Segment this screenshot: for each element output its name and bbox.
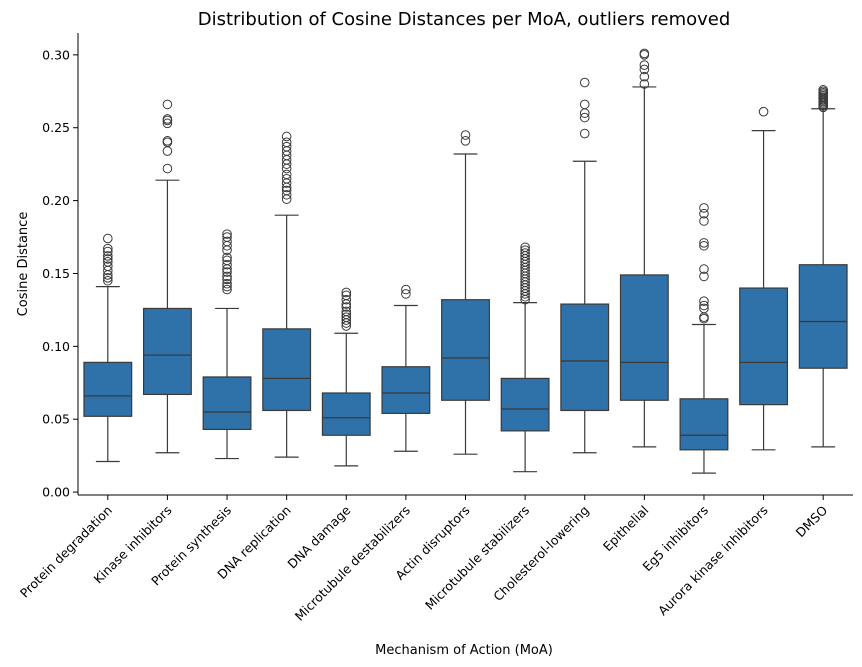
- outlier-point: [639, 48, 650, 59]
- outlier-point: [222, 232, 232, 242]
- outlier-point: [699, 203, 709, 213]
- outlier-point: [699, 238, 709, 248]
- outlier-point: [103, 251, 113, 261]
- outlier-point: [699, 216, 709, 226]
- outlier-point: [460, 130, 471, 140]
- outlier-point: [520, 245, 530, 255]
- y-tick-label: 0.00: [42, 485, 70, 500]
- x-tick-label: DMSO: [793, 502, 831, 540]
- box: [798, 264, 848, 369]
- outlier-point: [162, 136, 173, 146]
- outlier-point: [341, 287, 352, 298]
- outlier-point: [103, 257, 113, 267]
- x-tick-label: Epithelial: [600, 503, 652, 555]
- outlier-point: [341, 306, 352, 317]
- box: [500, 377, 550, 432]
- outlier-point: [460, 136, 471, 146]
- x-tick-label: Microtubule destabilizers: [292, 503, 413, 624]
- outlier-point: [103, 233, 113, 244]
- outlier-point: [281, 141, 292, 152]
- outlier-point: [341, 309, 352, 320]
- outlier-point: [818, 85, 828, 95]
- outlier-point: [222, 252, 232, 263]
- box: [142, 307, 192, 396]
- outlier-point: [639, 60, 650, 70]
- y-tick-label: 0.20: [42, 193, 70, 208]
- outlier-point: [401, 284, 411, 295]
- outlier-point: [281, 131, 292, 142]
- x-axis-label: Mechanism of Action (MoA): [375, 643, 553, 658]
- outlier-point: [520, 242, 530, 253]
- outlier-point: [103, 273, 113, 283]
- outlier-point: [341, 290, 352, 301]
- outlier-point: [103, 261, 113, 271]
- y-tick-label: 0.30: [42, 47, 70, 62]
- outlier-point: [579, 77, 590, 88]
- outlier-point: [222, 267, 232, 277]
- outlier-point: [579, 128, 590, 139]
- box: [202, 376, 252, 431]
- outlier-point: [281, 185, 292, 196]
- outlier-point: [401, 289, 411, 299]
- outlier-point: [281, 173, 292, 184]
- outlier-point: [222, 284, 232, 295]
- x-tick-label: Microtubule stabilizers: [422, 503, 532, 613]
- outlier-point: [699, 303, 709, 314]
- outlier-point: [699, 264, 709, 274]
- outlier-point: [281, 189, 292, 200]
- outlier-point: [162, 146, 173, 156]
- chart-title: Distribution of Cosine Distances per MoA…: [198, 9, 731, 30]
- outlier-point: [341, 294, 352, 305]
- outlier-point: [281, 137, 292, 148]
- outlier-point: [758, 106, 769, 117]
- outlier-point: [699, 296, 709, 306]
- outlier-point: [103, 246, 113, 257]
- x-tick-label: Aurora kinase inhibitors: [655, 503, 771, 619]
- box: [619, 274, 669, 401]
- outlier-point: [162, 118, 173, 129]
- outlier-point: [103, 275, 113, 286]
- y-tick-label: 0.05: [42, 412, 70, 427]
- outlier-point: [281, 169, 292, 180]
- outlier-point: [222, 255, 232, 266]
- y-tick-label: 0.15: [42, 266, 70, 281]
- outlier-point: [639, 79, 650, 89]
- outlier-point: [699, 300, 709, 311]
- outlier-point: [222, 281, 232, 292]
- outlier-point: [222, 278, 232, 289]
- outlier-point: [341, 312, 352, 322]
- outlier-point: [162, 99, 173, 110]
- box: [262, 328, 312, 412]
- y-tick-label: 0.10: [42, 339, 70, 354]
- box: [83, 361, 133, 417]
- y-axis-label: Cosine Distance: [16, 212, 31, 317]
- outlier-point: [222, 259, 232, 270]
- y-tick-label: 0.25: [42, 120, 70, 135]
- outlier-point: [699, 240, 709, 251]
- box: [560, 303, 610, 412]
- box: [441, 299, 490, 401]
- outlier-point: [222, 229, 232, 239]
- box: [321, 392, 371, 436]
- outlier-point: [162, 114, 173, 124]
- outlier-point: [639, 71, 650, 82]
- outlier-point: [341, 302, 352, 312]
- outlier-point: [699, 271, 709, 282]
- outlier-point: [103, 243, 113, 254]
- outlier-point: [579, 112, 590, 123]
- box: [679, 398, 729, 451]
- outlier-point: [579, 99, 590, 110]
- box: [739, 287, 789, 406]
- outlier-point: [162, 163, 173, 174]
- outlier-point: [222, 236, 232, 247]
- outlier-point: [520, 248, 530, 258]
- outlier-point: [222, 274, 232, 285]
- box: [381, 366, 431, 414]
- outlier-point: [699, 208, 709, 219]
- outlier-point: [103, 254, 113, 264]
- outlier-point: [222, 271, 232, 282]
- outlier-point: [639, 64, 650, 75]
